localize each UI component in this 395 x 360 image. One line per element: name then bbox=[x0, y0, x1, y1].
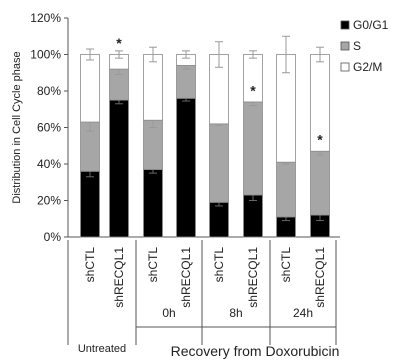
legend-label: G2/M bbox=[353, 60, 382, 74]
group-label: 8h bbox=[229, 306, 242, 320]
y-tick-label: 120% bbox=[30, 11, 61, 25]
bar-segment-g0-g1 bbox=[243, 194, 263, 238]
x-category-label: shCTL bbox=[279, 247, 293, 283]
bar-segment-s bbox=[276, 161, 296, 218]
bar-segment-g0-g1 bbox=[209, 201, 229, 238]
bar-segment-g0-g1 bbox=[176, 97, 196, 238]
x-category-label: shCTL bbox=[146, 247, 160, 283]
y-tick-label: 40% bbox=[37, 157, 61, 171]
y-tick-label: 0% bbox=[44, 230, 62, 244]
bar-segment-s bbox=[243, 101, 263, 196]
bar-segment-g0-g1 bbox=[143, 169, 163, 238]
legend-label: S bbox=[353, 39, 361, 53]
bar-segment-s bbox=[176, 65, 196, 99]
significance-asterisk: * bbox=[116, 35, 122, 51]
bar-segment-g2-m bbox=[80, 54, 100, 123]
y-axis-title: Distribution in Cell Cycle phase bbox=[11, 51, 23, 203]
legend-label: G0/G1 bbox=[353, 18, 389, 32]
significance-asterisk: * bbox=[250, 82, 256, 98]
group-label: Untreated bbox=[78, 343, 126, 355]
x-category-label: shCTL bbox=[212, 247, 226, 283]
group-label: 24h bbox=[293, 306, 313, 320]
y-tick-label: 80% bbox=[37, 84, 61, 98]
legend-swatch-g2-m bbox=[340, 62, 350, 72]
x-category-label: shCTL bbox=[83, 247, 97, 283]
bar-segment-g0-g1 bbox=[109, 99, 129, 238]
legend-swatch-g0-g1 bbox=[340, 20, 350, 30]
bar-segment-g2-m bbox=[143, 54, 163, 121]
group-label: 0h bbox=[162, 306, 175, 320]
y-tick-label: 60% bbox=[37, 121, 61, 135]
x-category-label: shRECQL1 bbox=[313, 247, 327, 308]
bar-segment-s bbox=[310, 150, 330, 216]
legend-swatch-s bbox=[340, 41, 350, 51]
bar-segment-s bbox=[209, 123, 229, 203]
supergroup-label: Recovery from Doxorubicin bbox=[171, 343, 340, 359]
bar-segment-g0-g1 bbox=[80, 170, 100, 238]
y-tick-label: 100% bbox=[30, 48, 61, 62]
x-category-label: shRECQL1 bbox=[112, 247, 126, 308]
x-category-label: shRECQL1 bbox=[246, 247, 260, 308]
y-tick-label: 20% bbox=[37, 194, 61, 208]
x-category-label: shRECQL1 bbox=[179, 247, 193, 308]
significance-asterisk: * bbox=[317, 132, 323, 148]
